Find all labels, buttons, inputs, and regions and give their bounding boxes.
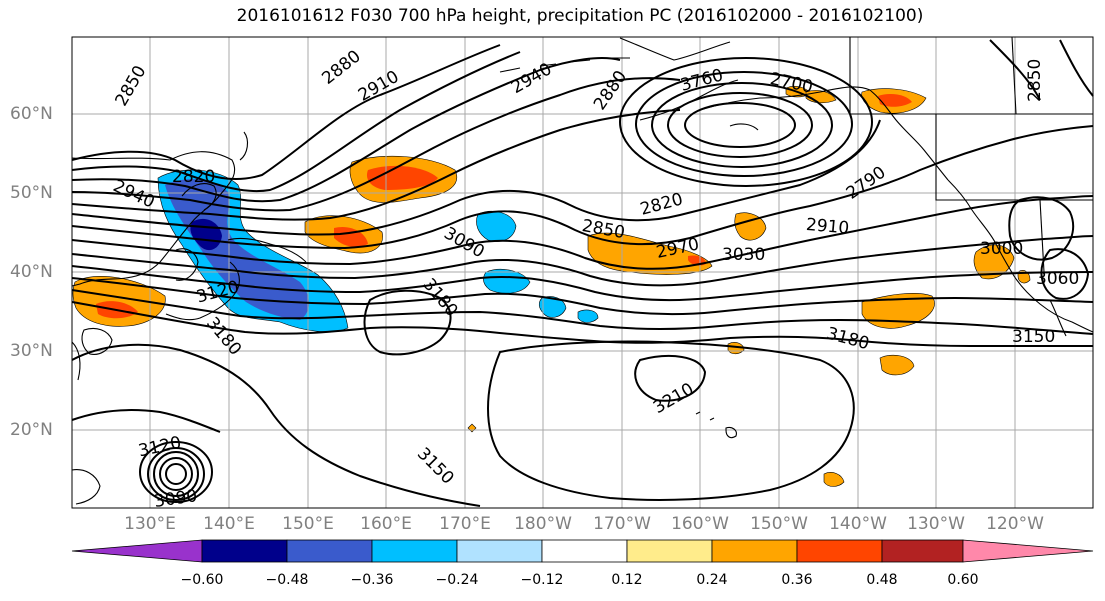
contour-label: 3210 bbox=[650, 379, 697, 418]
colorbar-label: 0.24 bbox=[696, 572, 728, 588]
lat-label: 60°N bbox=[10, 104, 53, 124]
colorbar-segment bbox=[286, 539, 373, 563]
colorbar-label: −0.48 bbox=[265, 572, 309, 588]
colorbar-label: 0.60 bbox=[947, 572, 979, 588]
contour-label: 3180 bbox=[202, 314, 245, 360]
contour-label: 2700 bbox=[768, 69, 814, 98]
contour-label: 3180 bbox=[824, 324, 871, 355]
colorbar-label: 0.36 bbox=[781, 572, 813, 588]
colorbar-segment bbox=[541, 539, 628, 563]
contour-label: 3030 bbox=[722, 245, 765, 265]
colorbar-segment bbox=[201, 539, 288, 563]
lon-label: 150°E bbox=[282, 514, 334, 534]
height-contours bbox=[71, 39, 1094, 507]
colorbar-label: 0.48 bbox=[866, 572, 898, 588]
contour-label: 2790 bbox=[843, 163, 890, 204]
colorbar-label: −0.12 bbox=[520, 572, 564, 588]
lat-label: 40°N bbox=[10, 262, 53, 282]
contour-label: 2940 bbox=[508, 59, 555, 98]
colorbar-extend-right bbox=[962, 539, 1094, 563]
colorbar-segment bbox=[711, 539, 798, 563]
map-frame bbox=[71, 36, 1094, 509]
lat-label: 30°N bbox=[10, 341, 53, 361]
lon-label: 120°W bbox=[986, 514, 1044, 534]
contour-label: 3150 bbox=[1012, 327, 1055, 347]
colorbar bbox=[71, 539, 1094, 563]
lon-label: 170°E bbox=[439, 514, 491, 534]
lon-label: 150°W bbox=[750, 514, 808, 534]
contour-label: 2820 bbox=[172, 167, 215, 187]
contour-label: 3150 bbox=[413, 444, 458, 489]
lon-label: 130°E bbox=[124, 514, 176, 534]
contour-label: 3000 bbox=[980, 239, 1023, 259]
lon-label: 160°E bbox=[360, 514, 412, 534]
lon-label: 130°W bbox=[907, 514, 965, 534]
colorbar-label: −0.60 bbox=[180, 572, 224, 588]
colorbar-label: −0.36 bbox=[350, 572, 394, 588]
contour-label: 2850 bbox=[1025, 59, 1045, 102]
contour-label: 2850 bbox=[112, 62, 151, 109]
contour-label: 2880 bbox=[590, 67, 631, 114]
lat-label: 20°N bbox=[10, 420, 53, 440]
contour-label: 3760 bbox=[678, 65, 725, 96]
colorbar-segment bbox=[796, 539, 883, 563]
colorbar-extend-left bbox=[71, 539, 203, 563]
lon-label: 140°W bbox=[829, 514, 887, 534]
colorbar-segment bbox=[881, 539, 964, 563]
colorbar-segment bbox=[371, 539, 458, 563]
lon-label: 170°W bbox=[593, 514, 651, 534]
map-title: 2016101612 F030 700 hPa height, precipit… bbox=[236, 6, 924, 26]
lon-label: 180°W bbox=[514, 514, 572, 534]
lat-label: 50°N bbox=[10, 183, 53, 203]
colorbar-label: −0.24 bbox=[435, 572, 479, 588]
contour-label: 3060 bbox=[1036, 269, 1079, 289]
gridlines bbox=[72, 37, 1093, 508]
colorbar-segment bbox=[456, 539, 543, 563]
contour-label: 2880 bbox=[318, 46, 364, 88]
contour-label: 2910 bbox=[355, 67, 402, 106]
lon-label: 140°E bbox=[203, 514, 255, 534]
lon-label: 160°W bbox=[671, 514, 729, 534]
contour-label: 2910 bbox=[805, 215, 850, 239]
colorbar-label: 0.12 bbox=[611, 572, 643, 588]
colorbar-segment bbox=[626, 539, 713, 563]
